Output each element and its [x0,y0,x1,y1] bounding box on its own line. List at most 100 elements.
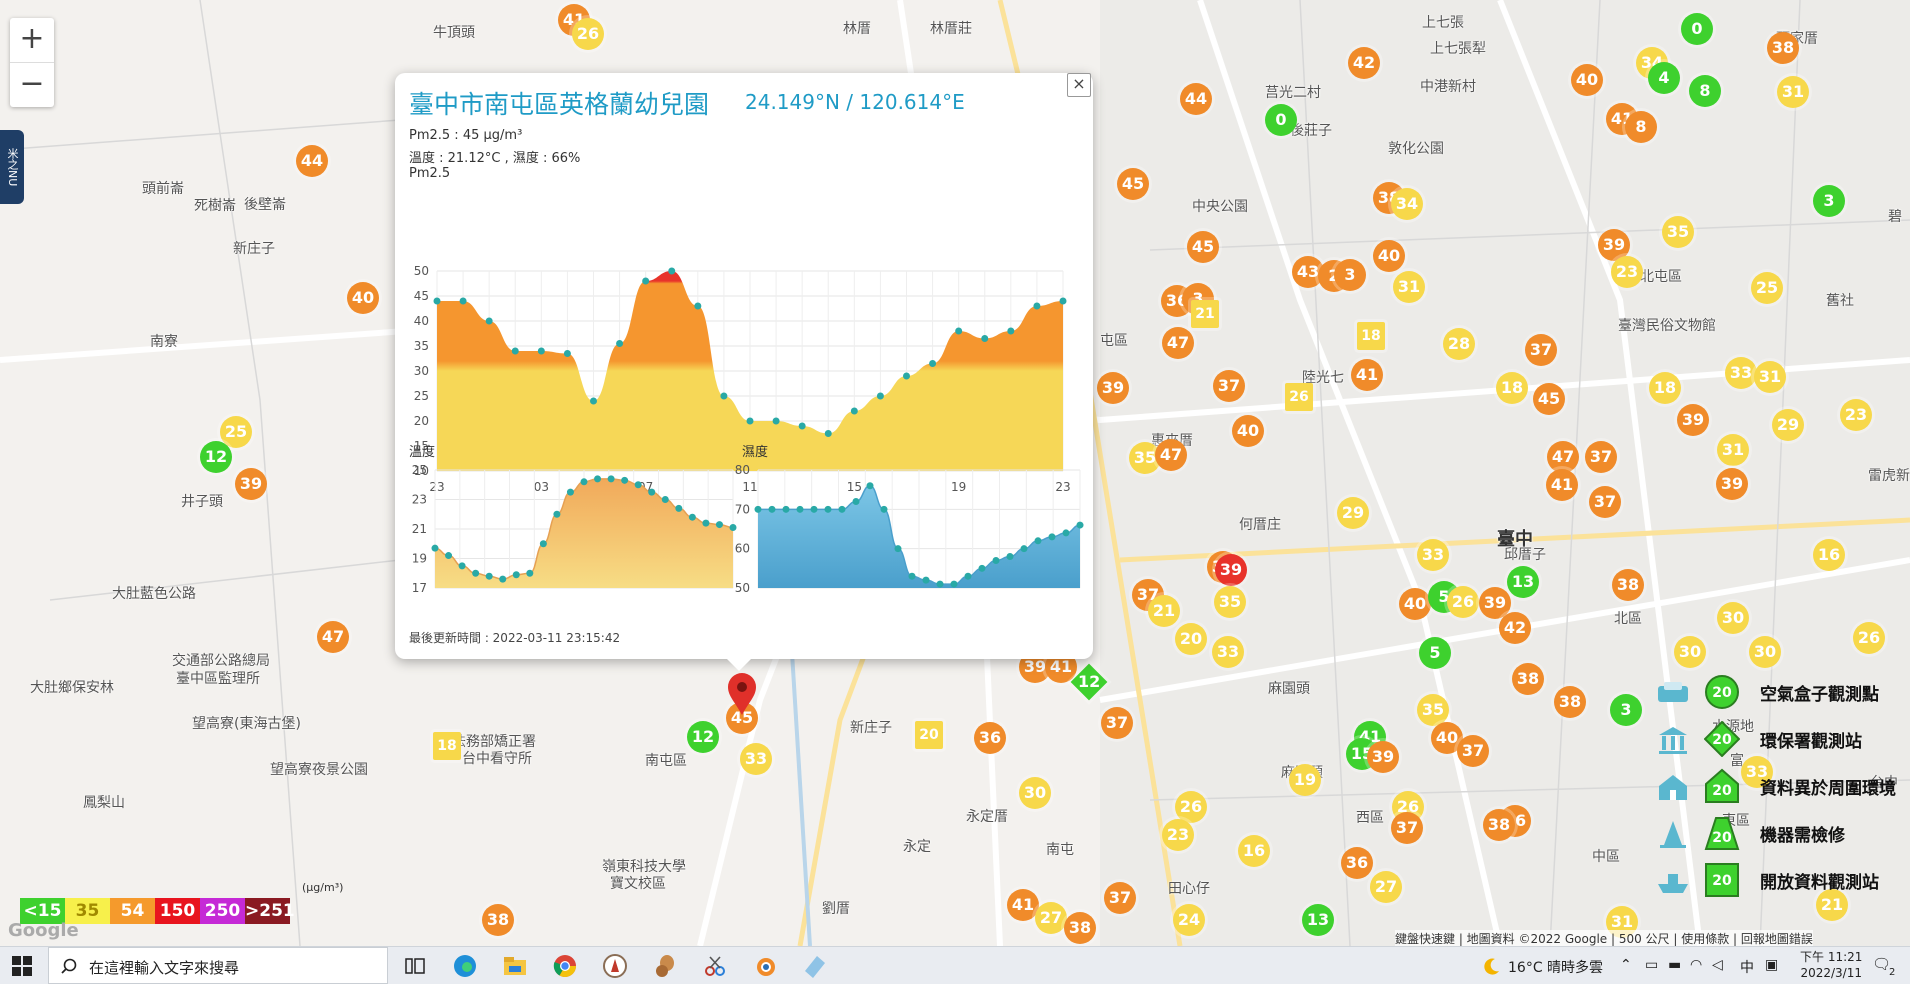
station-marker[interactable]: 3 [1334,259,1366,291]
ime-indicator[interactable]: 中 [1740,960,1754,976]
station-marker[interactable]: 8 [1625,111,1657,143]
windows-start-icon[interactable] [12,956,32,976]
station-marker[interactable]: 23 [1840,399,1872,431]
station-marker[interactable]: 20 [915,721,943,749]
station-marker[interactable]: 40 [1571,64,1603,96]
station-marker[interactable]: 40 [1232,415,1264,447]
zoom-out-button[interactable]: − [10,62,54,107]
station-marker[interactable]: 29 [1337,497,1369,529]
station-marker[interactable]: 21 [1191,300,1219,328]
station-marker[interactable]: 31 [1393,271,1425,303]
station-marker[interactable]: 40 [1373,240,1405,272]
squirrel-app-icon[interactable] [652,953,678,979]
map-attribution[interactable]: 鍵盤快速鍵 | 地圖資料 ©2022 Google | 500 公尺 | 使用條… [1395,930,1813,946]
station-marker[interactable]: 3 [1813,185,1845,217]
station-marker[interactable]: 47 [1547,441,1579,473]
station-marker[interactable]: 38 [1554,686,1586,718]
station-marker[interactable]: 44 [296,145,328,177]
station-marker[interactable]: 16 [1813,539,1845,571]
tray-wifi-icon[interactable]: ◠ [1690,957,1703,973]
station-marker[interactable]: 41 [1606,103,1638,135]
station-marker[interactable]: 39 [1598,229,1630,261]
taskbar-search[interactable]: 在這裡輸入文字來搜尋 [48,947,388,984]
station-marker[interactable]: 26 [1285,383,1313,411]
station-marker[interactable]: 12 [687,721,719,753]
station-marker[interactable]: 38 [482,904,514,936]
station-marker[interactable]: 29 [1772,409,1804,441]
station-marker[interactable]: 30 [1019,777,1051,809]
station-marker[interactable]: 25 [220,416,252,448]
zoom-in-button[interactable]: + [19,21,45,56]
station-marker[interactable]: 47 [317,621,349,653]
station-marker[interactable]: 30 [1749,636,1781,668]
station-marker[interactable]: 18 [433,732,461,760]
station-marker[interactable]: 37 [1457,735,1489,767]
station-marker[interactable]: 21 [1148,595,1180,627]
tray-device-icon[interactable]: ▭ [1645,957,1659,973]
task-view-icon[interactable] [402,953,428,979]
tray-keyboard-icon[interactable]: ▣ [1765,957,1779,973]
taskbar-clock[interactable]: 下午 11:21 2022/3/11 [1800,949,1862,981]
station-marker[interactable]: 5 [1419,637,1451,669]
station-marker[interactable]: 38 [1483,809,1515,841]
station-marker[interactable]: 41 [1351,359,1383,391]
station-marker[interactable]: 38 [1064,912,1096,944]
station-marker[interactable]: 3 [1610,694,1642,726]
station-marker[interactable]: 36 [974,722,1006,754]
station-marker[interactable]: 18 [1496,372,1528,404]
compass-app-icon[interactable] [602,953,628,979]
station-marker[interactable]: 45 [1187,231,1219,263]
tray-battery-icon[interactable]: ▬ [1668,957,1682,973]
station-marker[interactable]: 39 [235,468,267,500]
station-marker[interactable]: 26 [1853,622,1885,654]
station-marker[interactable]: 24 [1173,904,1205,936]
station-marker[interactable]: 40 [347,282,379,314]
station-marker[interactable]: 47 [1155,439,1187,471]
station-marker[interactable]: 28 [1443,328,1475,360]
snipping-tool-icon[interactable] [702,953,728,979]
station-marker[interactable]: 38 [1612,569,1644,601]
station-marker[interactable]: 41 [1546,469,1578,501]
station-marker[interactable]: 20 [1175,623,1207,655]
file-explorer-icon[interactable] [502,953,528,979]
station-marker[interactable]: 26 [572,18,604,50]
station-marker[interactable]: 42 [1348,47,1380,79]
notes-app-icon[interactable] [802,953,828,979]
edge-icon[interactable] [452,953,478,979]
station-marker[interactable]: 26 [1175,791,1207,823]
side-panel-tab[interactable]: 米之NU [0,130,24,204]
station-marker[interactable]: 27 [1035,902,1067,934]
station-marker[interactable]: 26 [1447,586,1479,618]
station-marker[interactable]: 35 [1417,694,1449,726]
tray-chevron-icon[interactable]: ⌃ [1620,957,1632,973]
station-marker[interactable]: 39 [1215,554,1247,586]
station-marker[interactable]: 38 [1767,32,1799,64]
station-marker[interactable]: 31 [1754,361,1786,393]
station-marker[interactable]: 33 [1212,636,1244,668]
station-marker[interactable]: 39 [1097,372,1129,404]
station-marker[interactable]: 35 [1662,216,1694,248]
notification-icon[interactable]: 🗨 [1872,955,1892,973]
station-marker[interactable]: 23 [1162,819,1194,851]
station-marker[interactable]: 33 [1725,357,1757,389]
station-marker[interactable]: 33 [1741,756,1773,788]
location-pin-icon[interactable] [727,672,757,716]
station-marker[interactable]: 44 [1180,83,1212,115]
station-marker[interactable]: 18 [1357,322,1385,350]
station-marker[interactable]: 37 [1391,812,1423,844]
station-marker[interactable]: 31 [1777,76,1809,108]
station-marker[interactable]: 39 [1367,741,1399,773]
station-marker[interactable]: 31 [1717,434,1749,466]
station-marker[interactable]: 37 [1101,707,1133,739]
close-button[interactable]: × [1067,73,1091,97]
station-marker[interactable]: 18 [1649,372,1681,404]
station-marker[interactable]: 40 [1399,588,1431,620]
station-marker[interactable]: 33 [1417,539,1449,571]
station-marker[interactable]: 37 [1585,441,1617,473]
station-marker[interactable]: 12 [200,441,232,473]
station-marker[interactable]: 37 [1213,370,1245,402]
weather-text[interactable]: 16°C 晴時多雲 [1508,960,1604,976]
station-marker[interactable]: 25 [1751,272,1783,304]
station-marker[interactable]: 39 [1716,468,1748,500]
station-marker[interactable]: 0 [1681,13,1713,45]
